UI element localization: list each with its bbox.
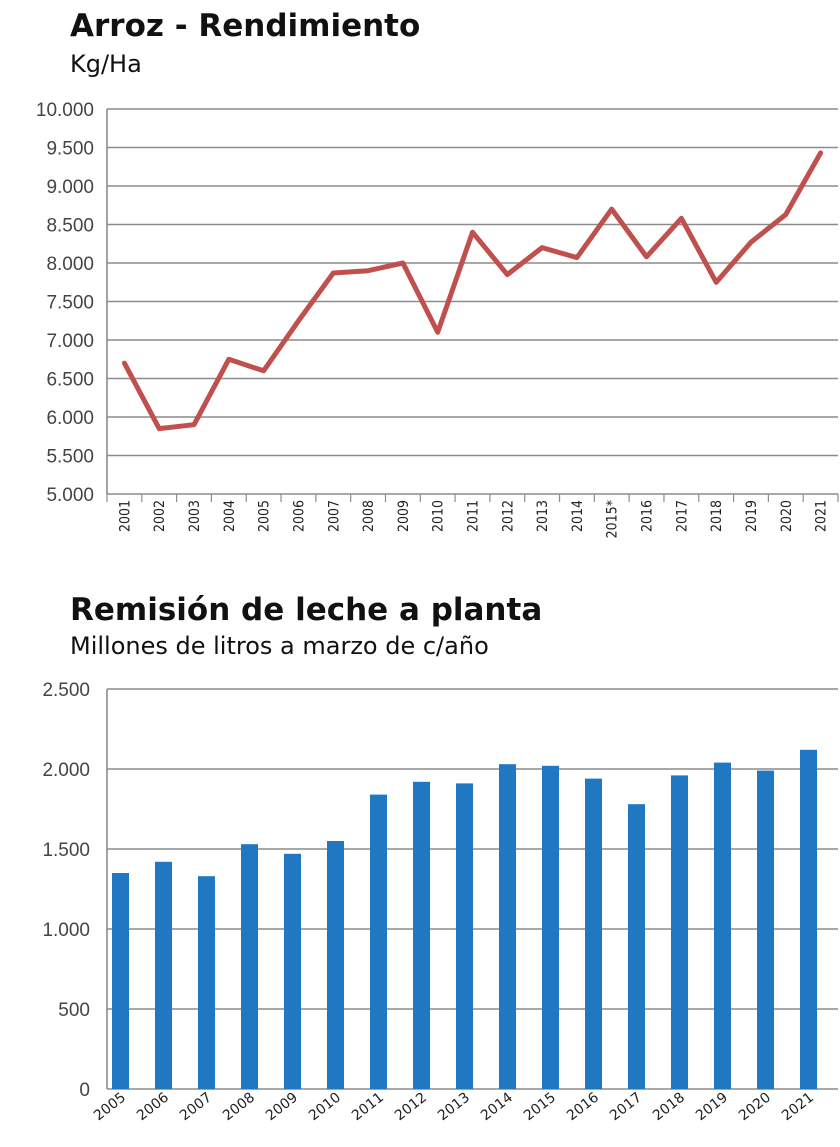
bar-2017 [628,804,645,1089]
bar-2018 [671,775,688,1089]
bar-2008 [241,844,258,1089]
y-tick-label: 1.000 [42,920,90,941]
x-tick-label: 2007 [326,500,342,532]
y-tick-label: 0 [79,1080,90,1101]
x-tick-label: 2015 [521,1090,559,1125]
x-tick-label: 2013 [535,500,551,532]
x-tick-label: 2018 [650,1090,688,1125]
bar-2015 [542,765,559,1089]
y-tick-label: 8.000 [46,254,94,275]
x-tick-label: 2010 [431,500,447,532]
bar-2006 [155,861,172,1089]
x-tick-label: 2014 [570,500,586,532]
y-tick-label: 8.500 [46,216,94,237]
x-tick-label: 2017 [607,1090,645,1125]
x-tick-label: 2019 [744,500,760,532]
x-tick-label: 2017 [674,500,690,532]
x-tick-label: 2018 [709,500,725,532]
bar-2005 [112,873,129,1089]
x-tick-label: 2011 [349,1090,387,1125]
x-tick-label: 2003 [187,500,203,532]
chart-1-subtitle: Kg/Ha [70,50,142,78]
bar-2009 [284,853,301,1089]
x-tick-label: 2008 [220,1090,258,1125]
x-tick-label: 2006 [134,1089,172,1124]
y-tick-label: 2.000 [42,760,90,781]
x-tick-label: 2019 [693,1090,731,1125]
x-tick-label: 2012 [392,1090,430,1125]
bar-2021 [800,749,817,1089]
chart-1-title: Arroz - Rendimiento [70,8,421,44]
x-tick-label: 2013 [435,1090,473,1125]
chart-2-subtitle: Millones de litros a marzo de c/año [70,632,489,660]
bar-2020 [757,770,774,1089]
bar-2019 [714,762,731,1089]
y-tick-label: 500 [58,1000,90,1021]
y-tick-label: 5.000 [46,485,94,506]
x-tick-label: 2007 [177,1090,215,1125]
bar-2014 [499,764,516,1089]
x-tick-label: 2016 [640,500,656,532]
x-tick-label: 2005 [91,1090,129,1125]
x-tick-label: 2008 [361,500,377,532]
x-tick-label: 2006 [291,500,307,532]
x-tick-label: 2001 [117,500,133,532]
x-tick-label: 2020 [779,500,795,532]
bar-2012 [413,781,430,1089]
y-tick-label: 2.500 [42,680,90,701]
x-tick-label: 2009 [396,500,412,532]
bar-2007 [198,876,215,1089]
series-line-rendimiento [121,150,824,432]
y-tick-label: 1.500 [42,840,90,861]
y-tick-label: 9.000 [46,177,94,198]
chart-2-title: Remisión de leche a planta [70,592,543,628]
x-tick-label: 2009 [263,1090,301,1125]
x-tick-label: 2021 [779,1090,817,1125]
y-tick-label: 9.500 [46,139,94,160]
y-tick-label: 7.000 [46,331,94,352]
x-tick-label: 2002 [152,500,168,532]
x-tick-label: 2012 [500,500,516,532]
x-tick-label: 2016 [564,1089,602,1124]
x-tick-label: 2004 [222,500,238,532]
bar-2010 [327,841,344,1089]
y-tick-label: 6.000 [46,408,94,429]
bar-2011 [370,794,387,1089]
x-tick-label: 2020 [736,1090,774,1125]
x-tick-label: 2021 [814,500,830,532]
y-tick-label: 10.000 [36,100,94,121]
bar-2016 [585,778,602,1089]
x-tick-label: 2015* [605,500,621,538]
x-tick-label: 2010 [306,1090,344,1125]
x-tick-label: 2005 [257,500,273,532]
x-tick-label: 2011 [466,500,482,532]
bar-2013 [456,783,473,1089]
y-tick-label: 5.500 [46,447,94,468]
y-tick-label: 6.500 [46,370,94,391]
x-tick-label: 2014 [478,1089,516,1124]
y-tick-label: 7.500 [46,293,94,314]
